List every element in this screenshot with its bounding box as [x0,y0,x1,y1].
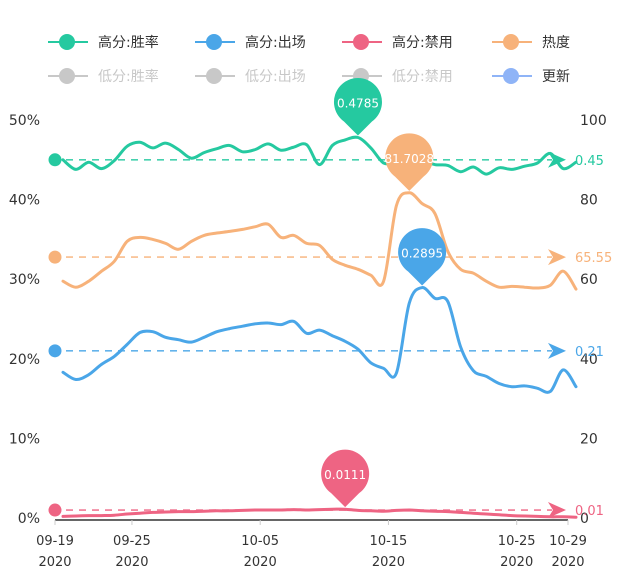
x-tick-date: 09-25 [113,534,151,549]
series-ban-rate: 0.01 [48,502,604,519]
series-win-rate: 0.45 [48,135,604,176]
legend-marker-icon [193,31,237,53]
left-axis-tick-label: 50% [9,113,40,129]
x-tick-year: 2020 [244,555,277,570]
left-axis-tick-label: 30% [9,272,40,288]
max-value-label: 0.2895 [401,247,443,261]
arrow-right-icon [548,249,566,266]
legend-label: 热度 [542,35,570,51]
legend-item-1[interactable]: 高分:出场 [193,31,306,53]
legend-item-4[interactable]: 低分:胜率 [46,65,159,87]
right-y-axis: 100 80 60 40 20 0 [580,113,607,527]
legend-marker-icon [340,31,384,53]
x-tick-date: 10-15 [370,534,408,549]
average-value-label: 0.21 [575,345,604,360]
right-axis-tick-label: 100 [580,113,607,129]
legend-label: 低分:出场 [245,69,306,85]
legend-label: 低分:禁用 [392,69,453,85]
series-line[interactable] [61,507,578,519]
map-pin-icon [398,228,447,286]
legend-item-3[interactable]: 热度 [490,31,570,53]
legend-item-5[interactable]: 低分:出场 [193,65,306,87]
x-axis: 09-19 2020 09-25 2020 10-05 2020 10-15 2020 10-2… [36,519,587,570]
map-pin-icon [385,133,434,191]
max-value-pin[interactable]: 0.0111 [321,449,370,508]
legend-marker-icon [490,65,534,87]
right-axis-tick-label: 60 [580,272,598,288]
max-value-label: 81.7028 [384,152,434,166]
right-axis-tick-label: 20 [580,431,598,447]
right-axis-tick-label: 40 [580,352,598,368]
legend-marker-icon [46,65,90,87]
left-axis-tick-label: 0% [18,511,40,527]
legend-marker-icon [193,65,237,87]
series-line[interactable] [61,135,578,176]
average-value-label: 65.55 [575,251,612,266]
legend-marker-icon [490,31,534,53]
legend-item-0[interactable]: 高分:胜率 [46,31,159,53]
right-axis-tick-label: 80 [580,193,598,209]
left-y-axis: 50% 40% 30% 20% 10% 0% [9,113,40,527]
average-value-label: 0.45 [575,154,604,169]
x-tick-date: 09-19 [36,534,74,549]
legend-item-2[interactable]: 高分:禁用 [340,31,453,53]
average-value-label: 0.01 [575,504,604,519]
series-line[interactable] [61,286,578,394]
max-value-pin[interactable]: 0.2895 [398,228,447,286]
max-pins-layer: 0.4785 81.7028 0.2895 0.0111 [321,78,447,508]
x-tick-year: 2020 [115,555,148,570]
x-tick-date: 10-25 [498,534,536,549]
left-axis-tick-label: 20% [9,352,40,368]
series-start-dot-icon [48,250,62,264]
arrow-right-icon [548,502,566,519]
series-start-dot-icon [48,344,62,358]
max-value-pin[interactable]: 81.7028 [384,133,434,191]
max-value-pin[interactable]: 0.4785 [333,78,382,136]
series-hotness: 65.55 [48,191,612,291]
arrow-right-icon [548,342,566,359]
legend-label: 高分:胜率 [98,35,159,51]
legend-label: 更新 [542,69,570,85]
chart-legend: 高分:胜率 高分:出场 高分:禁用 热度低分:胜率 低分:出场 低分:禁用 更新 [0,0,633,100]
map-pin-icon [321,449,370,508]
legend-label: 低分:胜率 [98,69,159,85]
series-start-dot-icon [48,153,62,167]
x-tick-date: 10-05 [241,534,279,549]
legend-label: 高分:出场 [245,35,306,51]
series-start-dot-icon [48,503,62,517]
x-tick-year: 2020 [38,555,71,570]
left-axis-tick-label: 40% [9,193,40,209]
legend-label: 高分:禁用 [392,35,453,51]
series-layer: 0.45 65.55 0.21 0.01 [48,135,612,519]
x-tick-year: 2020 [372,555,405,570]
legend-item-7[interactable]: 更新 [490,65,570,87]
map-pin-icon [333,78,382,136]
left-axis-tick-label: 10% [9,431,40,447]
series-line[interactable] [61,191,578,291]
series-pick-rate: 0.21 [48,286,604,394]
max-value-label: 0.0111 [324,468,366,482]
x-tick-year: 2020 [500,555,533,570]
x-tick-year: 2020 [551,555,584,570]
legend-marker-icon [46,31,90,53]
right-axis-tick-label: 0 [580,511,589,527]
max-value-label: 0.4785 [337,97,379,111]
x-tick-date: 10-29 [549,534,587,549]
